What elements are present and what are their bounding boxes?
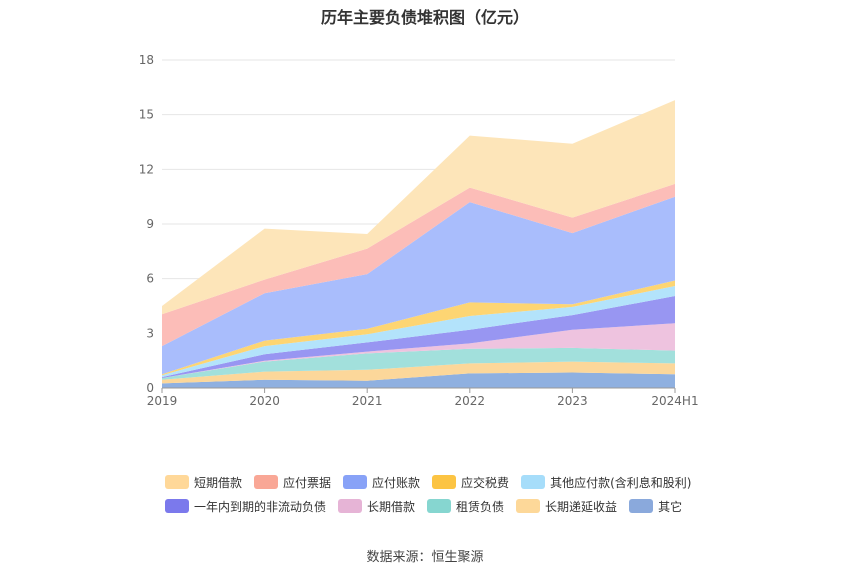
legend-label: 应交税费 [461,475,510,490]
legend-row-1: 短期借款 应付票据 应付账款 应交税费 其他应付款(含利息和股利) [165,470,725,494]
legend-item[interactable]: 应交税费 [432,474,509,491]
area-series-8 [162,183,675,347]
legend-swatch [165,499,189,513]
legend-label: 应付账款 [372,475,421,490]
legend-swatch [254,475,279,489]
legend-swatch [427,499,452,513]
area-series-4 [162,296,675,378]
legend-item[interactable]: 应付账款 [343,474,420,491]
x-tick-label: 2020 [249,394,280,408]
legend-row-2: 一年内到期的非流动负债 长期借款 租赁负债 长期递延收益 其它 [165,494,725,518]
legend-item[interactable]: 短期借款 [165,474,242,491]
area-series-0 [162,372,675,388]
y-tick-label: 12 [139,162,154,176]
x-tick-label: 2022 [455,394,486,408]
stacked-area-chart: 0 3 6 9 12 15 18 2019 2020 2021 2022 2023 2024H1 [139,53,699,408]
area-series-9 [162,100,675,315]
legend-swatch [165,475,189,489]
legend-item[interactable]: 长期借款 [338,498,415,515]
area-series-2 [162,347,675,380]
legend-item[interactable]: 租赁负债 [427,498,504,515]
legend-item[interactable]: 长期递延收益 [516,498,617,515]
area-series-6 [162,280,675,376]
y-tick-label: 15 [139,108,154,122]
legend-item[interactable]: 其他应付款(含利息和股利) [521,474,691,491]
y-tick-label: 0 [146,381,154,395]
chart-title: 历年主要负债堆积图（亿元） [320,8,529,27]
legend-swatch [338,499,363,513]
legend-swatch [521,475,546,489]
area-series-group [162,100,675,388]
legend-label: 长期递延收益 [545,499,618,514]
axes: 0 3 6 9 12 15 18 2019 2020 2021 2022 2023 2024H1 [139,53,699,408]
y-tick-label: 9 [146,217,154,231]
legend-label: 其他应付款(含利息和股利) [550,475,692,490]
area-series-1 [162,361,675,384]
legend-swatch [516,499,541,513]
legend-label: 其它 [658,499,683,514]
area-series-7 [162,196,675,375]
legend-label: 长期借款 [367,499,416,514]
x-tick-label: 2021 [352,394,383,408]
y-tick-label: 3 [146,326,154,340]
legend: 短期借款 应付票据 应付账款 应交税费 其他应付款(含利息和股利) 一年内到期的非流动负… [165,470,725,518]
legend-item[interactable]: 应付票据 [254,474,331,491]
legend-label: 短期借款 [194,475,243,490]
legend-item[interactable]: 其它 [629,498,682,515]
y-tick-label: 6 [146,272,154,286]
legend-label: 应付票据 [283,475,332,490]
legend-swatch [343,475,368,489]
legend-label: 一年内到期的非流动负债 [194,499,327,514]
legend-label: 租赁负债 [456,499,505,514]
y-tick-label: 18 [139,53,154,67]
legend-swatch [432,475,457,489]
area-series-3 [162,323,675,378]
x-tick-label: 2019 [147,394,178,408]
x-tick-label: 2024H1 [651,394,698,408]
source-note: 数据来源：恒生聚源 [366,550,484,565]
legend-item[interactable]: 一年内到期的非流动负债 [165,498,326,515]
x-tick-label: 2023 [557,394,588,408]
legend-swatch [629,499,654,513]
area-series-5 [162,286,675,378]
